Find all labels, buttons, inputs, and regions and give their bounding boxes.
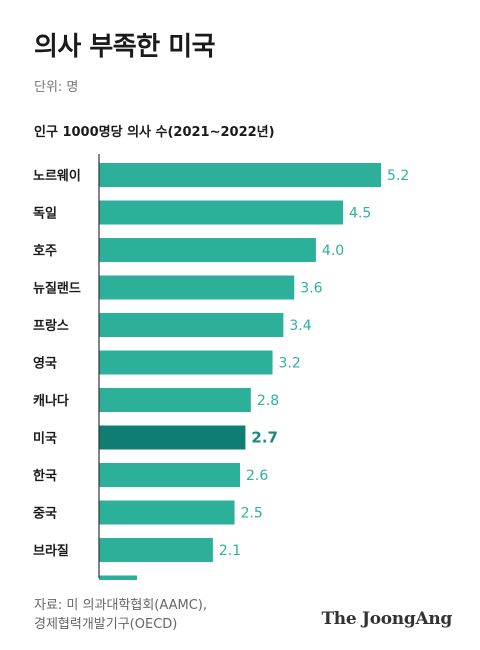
bar <box>99 275 295 300</box>
value-label: 2.1 <box>219 543 241 559</box>
category-label: 독일 <box>33 207 57 222</box>
bar-chart: 노르웨이 5.2 독일 4.5 호주 4.0 뉴질랜드 3.6 프랑스 3.4 영국 3.2 캐나다 2.… <box>33 154 409 580</box>
bar <box>99 350 273 375</box>
source-line-2: 경제협력개발기구(OECD) <box>34 617 178 632</box>
bar <box>99 163 381 187</box>
category-label: 뉴질랜드 <box>33 281 81 297</box>
category-label: 캐나다 <box>33 393 69 409</box>
bar <box>99 238 316 262</box>
category-label: 프랑스 <box>33 319 69 334</box>
value-label: 2.7 <box>251 429 278 447</box>
value-label: 3.6 <box>300 281 322 297</box>
category-label: 브라질 <box>33 543 69 559</box>
page-title: 의사 부족한 미국 <box>34 32 216 62</box>
source-note: 자료: 미 의과대학협회(AAMC), 경제협력개발기구(OECD) <box>34 596 207 634</box>
brand-logo: The JoongAng <box>321 609 452 629</box>
category-label: 미국 <box>33 431 57 447</box>
value-label: 3.4 <box>289 318 311 334</box>
bar <box>99 575 137 580</box>
bar-highlight <box>99 425 246 450</box>
bar <box>99 538 213 562</box>
value-label: 2.5 <box>241 506 263 522</box>
bar <box>99 463 240 487</box>
source-line-1: 자료: 미 의과대학협회(AAMC), <box>34 598 208 613</box>
bar <box>99 500 235 525</box>
category-label: 호주 <box>33 244 57 259</box>
value-label: 3.2 <box>279 356 301 372</box>
category-label: 영국 <box>33 357 57 372</box>
bar <box>99 388 251 412</box>
category-label: 한국 <box>33 468 57 484</box>
value-label: 2.8 <box>257 393 279 409</box>
value-label: 4.5 <box>349 206 371 222</box>
value-label: 4.0 <box>322 243 344 259</box>
category-label: 중국 <box>33 507 57 522</box>
value-label: 2.6 <box>246 468 268 484</box>
category-label: 노르웨이 <box>33 168 81 184</box>
bar <box>99 200 344 225</box>
value-label: 5.2 <box>387 168 409 184</box>
chart-title: 인구 1000명당 의사 수(2021~2022년) <box>34 125 275 140</box>
unit-label: 단위: 명 <box>34 80 79 95</box>
bar <box>99 313 284 337</box>
